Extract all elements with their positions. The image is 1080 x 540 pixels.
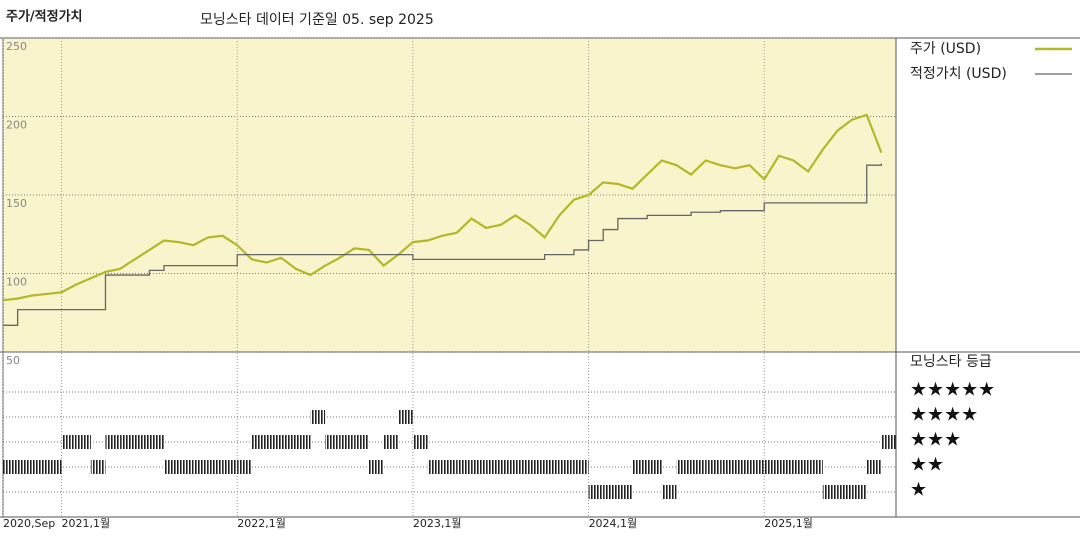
series-line bbox=[3, 163, 883, 326]
rating-bar bbox=[398, 410, 413, 424]
y-tick-label: 200 bbox=[6, 119, 27, 132]
rating-bar bbox=[17, 460, 33, 474]
rating-bar bbox=[647, 460, 662, 474]
rating-bar bbox=[486, 460, 501, 474]
rating-bar bbox=[222, 460, 238, 474]
rating-bar bbox=[676, 460, 692, 474]
rating-bar bbox=[559, 460, 574, 474]
y-tick-label: 50 bbox=[6, 354, 20, 367]
rating-bar bbox=[90, 460, 106, 474]
rating-bar bbox=[705, 460, 721, 474]
rating-bar bbox=[105, 435, 121, 449]
rating-bar bbox=[164, 460, 179, 474]
rating-bar bbox=[530, 460, 545, 474]
chart-subtitle: 모닝스타 데이터 기준일 05. sep 2025 bbox=[200, 12, 434, 28]
rating-bar bbox=[778, 460, 794, 474]
rating-bar bbox=[383, 435, 399, 449]
rating-bar bbox=[764, 460, 779, 474]
rating-bar bbox=[427, 460, 443, 474]
rating-title: 모닝스타 등급 bbox=[910, 354, 992, 370]
rating-bar bbox=[632, 460, 648, 474]
x-tick-label: 2025,1월 bbox=[764, 517, 813, 530]
rating-bar bbox=[734, 460, 750, 474]
rating-bar bbox=[500, 460, 516, 474]
rating-bar bbox=[603, 485, 618, 499]
rating-bar bbox=[354, 435, 369, 449]
rating-bar bbox=[691, 460, 706, 474]
rating-label: ★★★★ bbox=[910, 404, 978, 426]
rating-bar bbox=[325, 435, 340, 449]
rating-bar bbox=[76, 435, 91, 449]
rating-bar bbox=[368, 460, 384, 474]
rating-bar bbox=[134, 435, 150, 449]
rating-label: ★★★★★ bbox=[910, 379, 995, 401]
rating-bar bbox=[793, 460, 809, 474]
rating-bar bbox=[749, 460, 765, 474]
rating-bar bbox=[61, 435, 77, 449]
rating-label: ★★ bbox=[910, 454, 944, 476]
x-tick-label: 2023,1월 bbox=[413, 517, 462, 530]
legend-label: 적정가치 (USD) bbox=[910, 66, 1007, 82]
rating-bar bbox=[822, 485, 838, 499]
rating-bar bbox=[193, 460, 208, 474]
y-tick-label: 150 bbox=[6, 197, 27, 210]
rating-bar bbox=[3, 460, 18, 474]
x-tick-label: 2022,1월 bbox=[237, 517, 286, 530]
x-tick-label: 2020,Sep bbox=[3, 517, 55, 530]
rating-bar bbox=[661, 485, 677, 499]
rating-bar bbox=[808, 460, 823, 474]
rating-bar bbox=[866, 460, 882, 474]
rating-bar bbox=[266, 435, 282, 449]
rating-bar bbox=[251, 435, 267, 449]
rating-bar bbox=[149, 435, 165, 449]
rating-bar bbox=[207, 460, 223, 474]
rating-bar bbox=[456, 460, 472, 474]
chart-title: 주가/적정가치 bbox=[6, 9, 83, 25]
rating-label: ★ bbox=[910, 479, 927, 501]
rating-bar bbox=[412, 435, 428, 449]
y-tick-label: 250 bbox=[6, 40, 27, 53]
series-line bbox=[2, 113, 883, 302]
rating-bar bbox=[588, 485, 604, 499]
rating-bar bbox=[442, 460, 457, 474]
rating-bar bbox=[573, 460, 589, 474]
y-tick-label: 100 bbox=[6, 276, 27, 289]
rating-bar bbox=[178, 460, 194, 474]
rating-bar bbox=[32, 460, 47, 474]
rating-bar bbox=[310, 410, 326, 424]
legend-label: 주가 (USD) bbox=[910, 41, 981, 57]
rating-bar bbox=[837, 485, 853, 499]
rating-bar bbox=[237, 460, 252, 474]
rating-bar bbox=[881, 435, 896, 449]
rating-bar bbox=[515, 460, 531, 474]
rating-bar bbox=[46, 460, 62, 474]
rating-bar bbox=[295, 435, 311, 449]
rating-bar bbox=[544, 460, 560, 474]
rating-label: ★★★ bbox=[910, 429, 961, 451]
x-tick-label: 2021,1월 bbox=[62, 517, 111, 530]
rating-bar bbox=[617, 485, 633, 499]
rating-bar bbox=[852, 485, 867, 499]
rating-bar bbox=[471, 460, 487, 474]
rating-bar bbox=[339, 435, 355, 449]
x-tick-label: 2024,1월 bbox=[589, 517, 638, 530]
rating-bar bbox=[720, 460, 735, 474]
rating-bar bbox=[281, 435, 296, 449]
rating-bar bbox=[120, 435, 135, 449]
